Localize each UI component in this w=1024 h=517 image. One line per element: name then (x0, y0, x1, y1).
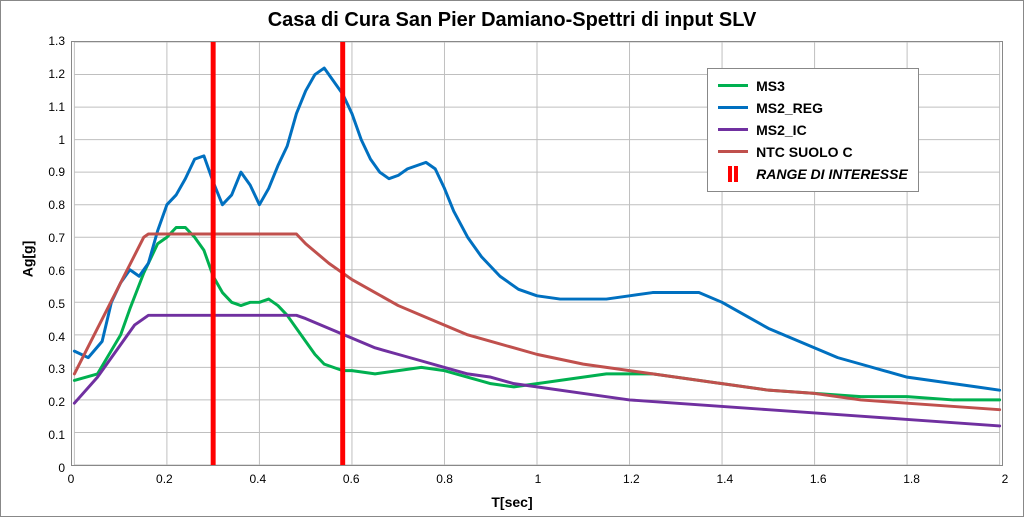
legend-item: MS3 (718, 75, 908, 97)
legend: MS3 MS2_REG MS2_IC NTC SUOLO C RANGE DI INTE… (707, 68, 919, 192)
legend-swatch-line (718, 84, 748, 87)
x-axis-label: T[sec] (1, 494, 1023, 510)
plot-area: MS3 MS2_REG MS2_IC NTC SUOLO C RANGE DI INTE… (71, 41, 1003, 466)
y-tick-label: 0.1 (35, 428, 65, 442)
y-tick-label: 1.3 (35, 34, 65, 48)
x-tick-label: 0.8 (436, 472, 453, 486)
legend-item: RANGE DI INTERESSE (718, 163, 908, 185)
chart-title: Casa di Cura San Pier Damiano-Spettri di… (1, 9, 1023, 32)
legend-item: MS2_REG (718, 97, 908, 119)
legend-item: NTC SUOLO C (718, 141, 908, 163)
x-tick-label: 0.4 (249, 472, 266, 486)
y-tick-label: 0.5 (35, 297, 65, 311)
legend-swatch-line (718, 106, 748, 109)
y-tick-label: 1 (35, 133, 65, 147)
legend-label: MS2_IC (756, 122, 807, 138)
y-tick-label: 0.2 (35, 395, 65, 409)
legend-item: MS2_IC (718, 119, 908, 141)
legend-swatch-line (718, 128, 748, 131)
legend-swatch-line (718, 150, 748, 153)
legend-swatch-bars (718, 166, 748, 182)
x-tick-label: 0.6 (343, 472, 360, 486)
y-tick-label: 1.1 (35, 100, 65, 114)
x-tick-label: 1.6 (810, 472, 827, 486)
y-tick-label: 0.3 (35, 362, 65, 376)
x-tick-label: 0 (68, 472, 75, 486)
legend-label: MS3 (756, 78, 785, 94)
y-axis-label: Ag[g] (19, 240, 35, 277)
x-tick-label: 1.2 (623, 472, 640, 486)
y-tick-label: 0 (35, 461, 65, 475)
y-tick-label: 1.2 (35, 67, 65, 81)
x-tick-label: 1.4 (716, 472, 733, 486)
x-tick-label: 1 (535, 472, 542, 486)
y-tick-label: 0.4 (35, 330, 65, 344)
chart-container: Casa di Cura San Pier Damiano-Spettri di… (0, 0, 1024, 517)
y-tick-label: 0.6 (35, 264, 65, 278)
legend-label: NTC SUOLO C (756, 144, 852, 160)
y-tick-label: 0.9 (35, 165, 65, 179)
y-tick-label: 0.7 (35, 231, 65, 245)
x-tick-label: 0.2 (156, 472, 173, 486)
x-tick-label: 1.8 (903, 472, 920, 486)
y-tick-label: 0.8 (35, 198, 65, 212)
legend-label: RANGE DI INTERESSE (756, 166, 908, 182)
legend-label: MS2_REG (756, 100, 823, 116)
x-tick-label: 2 (1002, 472, 1009, 486)
